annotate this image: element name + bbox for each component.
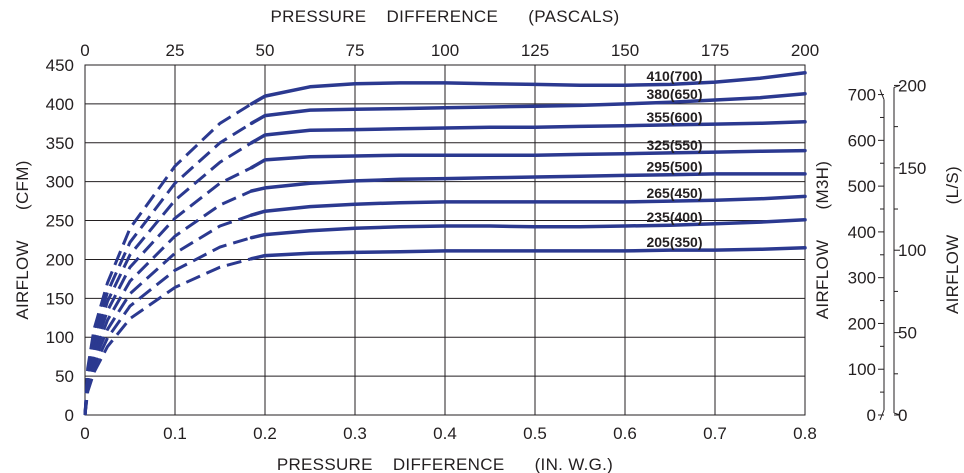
x-top-tick-label: 150 bbox=[611, 41, 639, 60]
series-label: 205(350) bbox=[646, 234, 702, 250]
y-left-tick-label: 350 bbox=[46, 134, 74, 153]
x-bottom-tick-label: 0.6 bbox=[613, 424, 637, 443]
x-top-tick-label: 75 bbox=[346, 41, 365, 60]
y-left-tick-label: 100 bbox=[46, 328, 74, 347]
x-top-tick-label: 50 bbox=[256, 41, 275, 60]
series-label: 410(700) bbox=[646, 68, 702, 84]
series-line-solid bbox=[249, 246, 807, 261]
series-label: 380(650) bbox=[646, 86, 702, 102]
y-left-tick-label: 200 bbox=[46, 250, 74, 269]
ls-tick-label: 100 bbox=[898, 241, 926, 260]
right-axes: 0 100 200 300 400 500 600 700 0 50 100 150 200 bbox=[848, 76, 927, 425]
series-label: 235(400) bbox=[646, 209, 702, 225]
ls-tick-label: 0 bbox=[898, 406, 907, 425]
x-bottom-axis-title: PRESSURE DIFFERENCE (IN. W.G.) bbox=[277, 455, 613, 473]
x-bottom-tick-label: 0.7 bbox=[703, 424, 727, 443]
m3h-tick-label: 500 bbox=[848, 177, 876, 196]
x-top-tick-label: 25 bbox=[166, 41, 185, 60]
m3h-tick-label: 700 bbox=[848, 86, 876, 105]
x-top-tick-label: 125 bbox=[521, 41, 549, 60]
series-line-solid bbox=[249, 218, 807, 240]
x-bottom-tick-label: 0.2 bbox=[253, 424, 277, 443]
m3h-tick-label: 400 bbox=[848, 223, 876, 242]
x-top-tick-label: 0 bbox=[80, 41, 89, 60]
ls-tick-label: 200 bbox=[898, 76, 926, 95]
y-left-tick-label: 400 bbox=[46, 95, 74, 114]
x-top-axis-title: PRESSURE DIFFERENCE (PASCALS) bbox=[271, 7, 620, 26]
x-bottom-tick-label: 0.5 bbox=[523, 424, 547, 443]
m3h-tick-label: 0 bbox=[867, 406, 876, 425]
y-right-ls-axis-title: AIRFLOW (L/S) bbox=[943, 166, 962, 314]
x-bottom-tick-label: 0.3 bbox=[343, 424, 367, 443]
series-line-dashed bbox=[83, 257, 252, 416]
y-left-tick-label: 150 bbox=[46, 289, 74, 308]
series-line-solid bbox=[249, 120, 807, 145]
ls-tick-label: 150 bbox=[898, 159, 926, 178]
series-lines bbox=[83, 71, 807, 416]
series-line-dashed bbox=[83, 189, 253, 416]
y-left-tick-label: 450 bbox=[46, 56, 74, 75]
y-left-tick-label: 50 bbox=[55, 367, 74, 386]
series-labels: 410(700) 380(650) 355(600) 325(550) 295(500)… bbox=[646, 68, 702, 250]
series-label: 325(550) bbox=[646, 137, 702, 153]
m3h-tick-label: 300 bbox=[848, 269, 876, 288]
series-line-solid bbox=[249, 92, 807, 126]
series-line-solid bbox=[249, 148, 807, 170]
m3h-tick-label: 600 bbox=[848, 131, 876, 150]
y-left-axis-title: AIRFLOW (CFM) bbox=[13, 160, 32, 319]
x-bottom-tick-label: 0.8 bbox=[793, 424, 817, 443]
y-right-m3h-axis-title: AIRFLOW (M3H) bbox=[813, 161, 832, 319]
series-line-dashed bbox=[83, 122, 253, 416]
series-label: 295(500) bbox=[646, 159, 702, 175]
m3h-tick-label: 200 bbox=[848, 314, 876, 333]
y-left-tick-label: 300 bbox=[46, 173, 74, 192]
x-top-tick-label: 100 bbox=[431, 41, 459, 60]
x-top-tick-label: 200 bbox=[791, 41, 819, 60]
series-label: 265(450) bbox=[646, 185, 702, 201]
grid bbox=[84, 64, 806, 416]
y-left-tick-label: 0 bbox=[65, 406, 74, 425]
ls-tick-label: 50 bbox=[898, 324, 917, 343]
x-bottom-tick-label: 0.1 bbox=[163, 424, 187, 443]
series-label: 355(600) bbox=[646, 109, 702, 125]
x-top-tick-label: 175 bbox=[701, 41, 729, 60]
tick-labels: 0 0.1 0.2 0.3 0.4 0.5 0.6 0.7 0.8 0 25 50 75 100 125 15… bbox=[46, 41, 820, 443]
series-line-solid bbox=[249, 194, 807, 217]
x-bottom-tick-label: 0.4 bbox=[433, 424, 457, 443]
x-bottom-tick-label: 0 bbox=[80, 424, 89, 443]
series-line-solid bbox=[249, 172, 807, 193]
m3h-tick-label: 100 bbox=[848, 360, 876, 379]
series-line-dashed bbox=[83, 166, 253, 416]
series-line-solid bbox=[249, 71, 807, 106]
series-line-dashed bbox=[83, 213, 252, 416]
y-left-tick-label: 250 bbox=[46, 212, 74, 231]
